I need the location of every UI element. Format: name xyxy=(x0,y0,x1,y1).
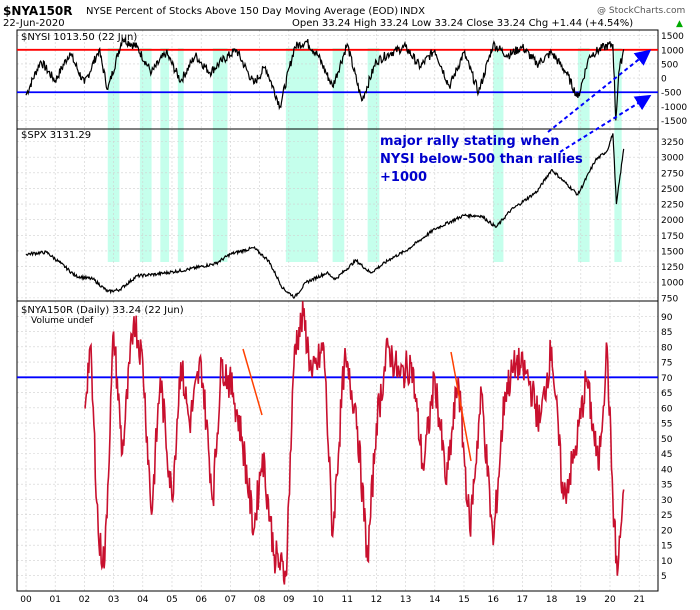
highlight-band xyxy=(577,48,590,262)
volume-undef-label: Volume undef xyxy=(31,316,94,326)
y-tick-label: 90 xyxy=(661,313,673,323)
y-tick-label: -1500 xyxy=(661,117,687,127)
y-tick-label: 40 xyxy=(661,465,673,475)
x-axis-tick-labels: 00 01 02 03 04 05 06 07 08 09 10 11 12 13 14 15 16 17 18 19… xyxy=(20,595,645,605)
y-tick-label: 20 xyxy=(661,526,673,536)
y-tick-label: 1000 xyxy=(661,46,684,56)
y-tick-label: 5 xyxy=(661,572,667,582)
y-tick-label: 45 xyxy=(661,450,672,460)
price-series xyxy=(25,36,625,585)
x-tick-label: 06 xyxy=(195,595,207,605)
x-tick-label: 07 xyxy=(225,595,236,605)
highlight-band xyxy=(614,48,622,262)
arrow-to-1000-line xyxy=(547,49,652,133)
x-tick-label: 14 xyxy=(429,595,441,605)
y-tick-label: 60 xyxy=(661,404,673,414)
y-tick-label: 1000 xyxy=(661,279,684,289)
change-up-icon: ▲ xyxy=(676,19,683,29)
chart-exchange: INDX xyxy=(400,6,425,17)
highlight-band xyxy=(212,48,228,262)
x-tick-label: 04 xyxy=(137,595,149,605)
x-tick-label: 15 xyxy=(458,595,469,605)
y-tick-label: 3250 xyxy=(661,138,684,148)
annotation-line-3: +1000 xyxy=(380,170,427,185)
x-tick-label: 13 xyxy=(400,595,411,605)
y-tick-label: 15 xyxy=(661,542,672,552)
y-tick-label: 500 xyxy=(661,60,678,70)
x-tick-label: 19 xyxy=(575,595,587,605)
x-tick-label: 01 xyxy=(49,595,60,605)
x-tick-label: 03 xyxy=(108,595,119,605)
y-tick-label: 25 xyxy=(661,511,672,521)
chart-date: 22-Jun-2020 xyxy=(3,18,65,29)
y-tick-label: 1500 xyxy=(661,247,684,257)
y-tick-label: 2250 xyxy=(661,201,684,211)
series-line-spx xyxy=(25,133,625,299)
x-tick-label: 09 xyxy=(283,595,295,605)
highlight-band xyxy=(139,48,152,262)
y-tick-label: 55 xyxy=(661,420,672,430)
y-tick-label: 10 xyxy=(661,557,673,567)
y-tick-label: 75 xyxy=(661,359,672,369)
y-tick-label: 1750 xyxy=(661,232,684,242)
x-tick-label: 20 xyxy=(604,595,616,605)
highlight-band xyxy=(160,48,170,262)
y-tick-label: 2000 xyxy=(661,216,684,226)
y-tick-label: 65 xyxy=(661,389,672,399)
trend-line-1 xyxy=(242,348,263,416)
x-tick-label: 05 xyxy=(166,595,177,605)
y-tick-label: 2750 xyxy=(661,169,684,179)
y-tick-label: 1250 xyxy=(661,263,684,273)
y-tick-label: 50 xyxy=(661,435,673,445)
y-tick-label: 30 xyxy=(661,496,673,506)
y-tick-label: -1000 xyxy=(661,103,687,113)
chart-description: NYSE Percent of Stocks Above 150 Day Mov… xyxy=(86,6,398,17)
x-tick-label: 08 xyxy=(254,595,266,605)
chart-symbol: $NYA150R xyxy=(3,4,73,18)
x-tick-label: 02 xyxy=(79,595,90,605)
x-tick-label: 17 xyxy=(517,595,528,605)
y-tick-label: 2500 xyxy=(661,185,684,195)
nya150r-panel-frame xyxy=(16,300,659,592)
highlight-band xyxy=(493,48,504,262)
highlight-band xyxy=(285,48,318,262)
y-tick-label: 80 xyxy=(661,343,673,353)
annotation-arrows xyxy=(547,49,652,153)
trend-line-2 xyxy=(450,351,472,462)
nya150r-panel-label: $NYA150R (Daily) 33.24 (22 Jun) xyxy=(21,305,184,316)
y-tick-label: 1500 xyxy=(661,32,684,42)
y-tick-label: 3000 xyxy=(661,154,684,164)
highlight-band xyxy=(367,48,380,262)
y-tick-label: 85 xyxy=(661,328,672,338)
highlight-band xyxy=(177,48,184,262)
arrow-to-minus500-line xyxy=(559,94,652,153)
stockcharts-watermark: @ StockCharts.com xyxy=(597,6,685,16)
highlight-band xyxy=(332,48,345,262)
y-tick-label: 70 xyxy=(661,374,673,384)
nysi-panel-label: $NYSI 1013.50 (22 Jun) xyxy=(21,32,137,43)
spx-panel-label: $SPX 3131.29 xyxy=(21,130,91,141)
x-tick-label: 11 xyxy=(341,595,352,605)
x-tick-label: 21 xyxy=(633,595,644,605)
y-tick-label: 750 xyxy=(661,294,678,304)
x-tick-label: 10 xyxy=(312,595,324,605)
y-tick-label: -500 xyxy=(661,89,682,99)
x-tick-label: 00 xyxy=(20,595,32,605)
y-tick-label: 0 xyxy=(661,75,667,85)
y-tick-label: 35 xyxy=(661,481,672,491)
annotation-line-1: major rally stating when xyxy=(380,134,560,149)
x-tick-label: 16 xyxy=(487,595,499,605)
series-line-nysi xyxy=(25,36,625,121)
x-tick-label: 12 xyxy=(371,595,382,605)
y-axis-tick-labels: -1500 -1000 -500 0 500 1000 1500 750 1000 1250 150… xyxy=(661,32,687,582)
ohlc-summary: Open 33.24 High 33.24 Low 33.24 Close 33… xyxy=(292,18,633,29)
annotation-line-2: NYSI below-500 than rallies xyxy=(380,152,583,167)
series-line-nya150r xyxy=(84,301,625,585)
x-tick-label: 18 xyxy=(546,595,558,605)
